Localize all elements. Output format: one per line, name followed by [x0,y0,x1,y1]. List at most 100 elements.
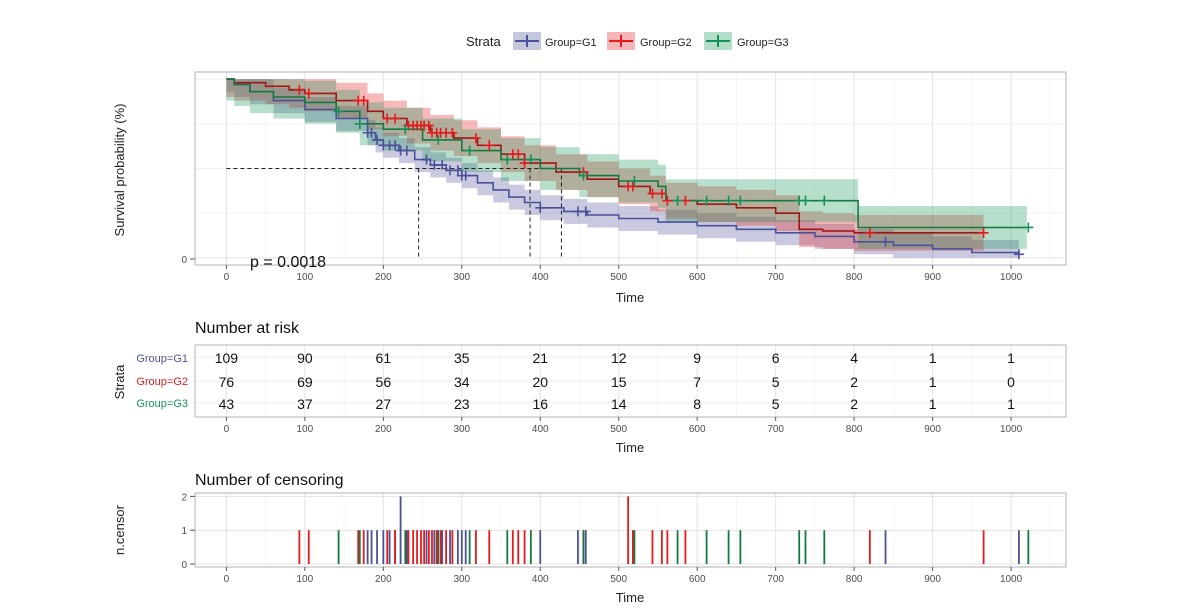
legend-label-g3: Group=G3 [737,37,789,49]
censoring-y-label: n.censor [112,504,127,555]
risk-table-cells: 109 90 61 35 21 12 9 6 4 1 176 69 56 34 20 15 7 5 2 1 043 37 2… [215,350,1015,412]
censor-mark-g3 [735,195,746,206]
censor-mark-g1 [452,165,463,176]
risk-cell-g1: 1 [929,350,937,366]
risk-cell-g3: 2 [850,396,858,412]
survival-x-tick-label: 600 [689,272,706,283]
censor-mark-g3 [354,118,365,129]
legend-key-g1 [513,32,541,50]
risk-x-tick-label: 600 [689,424,706,435]
legend-key-g2 [607,32,635,50]
survival-x-tick-label: 0 [224,272,230,283]
censor-mark-g1 [401,145,412,156]
risk-cell-g2: 69 [297,374,313,390]
risk-x-tick-label: 200 [375,424,392,435]
risk-cell-g2: 15 [611,374,627,390]
confidence-band-g1 [226,79,1019,258]
censoring-gridlines [195,493,1066,567]
risk-x-tick-label: 1000 [1000,424,1023,435]
risk-cell-g1: 6 [772,350,780,366]
censor-mark-g2 [656,188,667,199]
censoring-y-tick-label: 1 [181,526,187,537]
survival-panel: 0 0 100 200 300 400 500 600 700 800 900 1000 Time … [112,71,1067,305]
risk-table-x-axis: 0 100 200 300 400 500 600 700 800 900 1000 [224,417,1023,435]
censor-mark-g3 [464,145,475,156]
legend-key-g3 [704,32,732,50]
censor-mark-g2 [484,140,495,151]
censor-mark-g2 [662,195,673,206]
censor-mark-g3 [1023,222,1034,233]
risk-cell-g3: 8 [693,396,701,412]
survival-x-tick-label: 700 [767,272,784,283]
risk-cell-g1: 109 [215,350,239,366]
censoring-x-tick-label: 500 [610,574,627,585]
censor-mark-g1 [880,236,891,247]
censoring-x-tick-label: 400 [532,574,549,585]
risk-cell-g3: 27 [376,396,392,412]
risk-cell-g2: 34 [454,374,470,390]
legend-title: Strata [466,34,501,49]
censoring-x-tick-label: 600 [689,574,706,585]
survival-panel-border [194,71,1067,266]
censoring-panel: Number of censoring 0 1 2 n.censor 0 100 200… [112,472,1067,605]
legend-label-g2: Group=G2 [640,37,692,49]
survival-curve-g3 [226,78,1027,229]
censor-mark-g2 [390,113,401,124]
censoring-x-tick-label: 1000 [1000,574,1023,585]
risk-cell-g1: 9 [693,350,701,366]
censor-mark-g1 [372,134,383,145]
censor-mark-g2 [470,133,481,144]
censor-mark-g2 [303,88,314,99]
risk-table-x-label: Time [616,440,644,455]
censor-mark-g3 [672,195,683,206]
confidence-band-g2 [226,79,984,251]
censoring-x-tick-label: 300 [453,574,470,585]
risk-cell-g2: 2 [850,374,858,390]
risk-cell-g3: 23 [454,396,470,412]
survival-x-axis: 0 100 200 300 400 500 600 700 800 900 1000 [224,265,1023,283]
survival-x-tick-label: 1000 [1000,272,1023,283]
survival-x-tick-label: 200 [375,272,392,283]
risk-table-gridlines [195,345,1066,417]
censor-mark-g1 [460,170,471,181]
censoring-x-label: Time [616,590,644,605]
risk-cell-g2: 5 [772,374,780,390]
risk-x-tick-label: 700 [767,424,784,435]
risk-x-tick-label: 900 [924,424,941,435]
risk-x-tick-label: 500 [610,424,627,435]
censor-mark-g1 [1013,249,1024,260]
censor-mark-g1 [421,154,432,165]
censoring-x-tick-label: 100 [297,574,314,585]
censor-mark-g3 [819,195,830,206]
legend: Strata Group=G1 Group=G2 Group=G3 [466,32,789,50]
confidence-band-g3 [226,79,1027,249]
risk-cell-g1: 35 [454,350,470,366]
censor-mark-g3 [400,124,411,135]
risk-x-tick-label: 800 [846,424,863,435]
risk-row-label-g2: Group=G2 [136,376,188,388]
risk-cell-g3: 16 [532,396,548,412]
censor-mark-g1 [535,202,546,213]
risk-table-y-label: Strata [112,364,127,399]
risk-x-tick-label: 0 [224,424,230,435]
survival-x-tick-label: 100 [297,272,314,283]
risk-cell-g2: 0 [1007,374,1015,390]
censor-mark-g2 [864,227,875,238]
censor-mark-g2 [513,149,524,160]
risk-cell-g1: 21 [532,350,548,366]
survival-x-tick-label: 900 [924,272,941,283]
risk-cell-g3: 14 [611,396,627,412]
censor-mark-g2 [294,84,305,95]
risk-cell-g1: 1 [1007,350,1015,366]
censor-mark-g2 [447,127,458,138]
risk-cell-g3: 1 [929,396,937,412]
risk-table: Number at risk 109 90 61 35 21 12 9 6 4 1 176 69 56 3… [112,320,1067,455]
censoring-y-axis: 0 1 2 [181,492,195,571]
censoring-x-tick-label: 800 [846,574,863,585]
risk-cell-g1: 90 [297,350,313,366]
censor-mark-g2 [423,120,434,131]
risk-row-label-g1: Group=G1 [136,353,188,365]
censoring-x-tick-label: 700 [767,574,784,585]
risk-table-border [194,344,1067,418]
